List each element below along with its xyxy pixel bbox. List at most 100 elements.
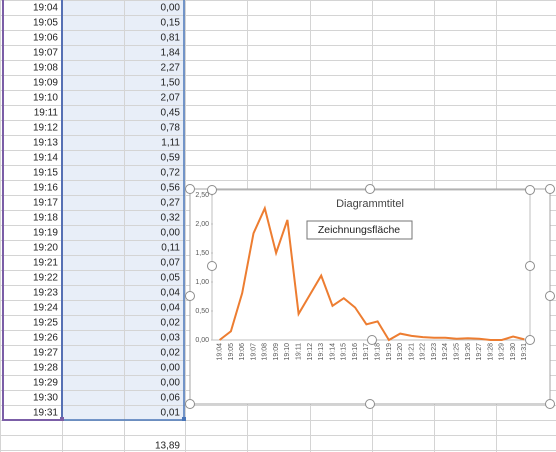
time-cell: 19:21	[33, 258, 58, 269]
time-cell: 19:24	[33, 303, 58, 314]
time-cell: 19:23	[33, 288, 58, 299]
time-cell: 19:29	[33, 378, 58, 389]
time-cell: 19:20	[33, 243, 58, 254]
x-tick-label: 19:05	[228, 343, 235, 361]
time-cell: 19:05	[33, 18, 58, 29]
resize-handle	[367, 335, 377, 345]
value-cell: 0,59	[161, 153, 181, 164]
y-tick-label: 1,00	[195, 279, 209, 286]
x-tick-label: 19:04	[216, 343, 223, 361]
x-tick-label: 19:22	[420, 343, 427, 361]
x-tick-label: 19:15	[341, 343, 348, 361]
resize-handle	[185, 291, 195, 301]
time-cell: 19:09	[33, 78, 58, 89]
y-tick-label: 2,00	[195, 221, 209, 228]
x-tick-label: 19:23	[431, 343, 438, 361]
time-cell: 19:19	[33, 228, 58, 239]
x-tick-label: 19:21	[408, 343, 415, 361]
value-cell: 0,02	[161, 318, 181, 329]
time-cell: 19:13	[33, 138, 58, 149]
resize-handle	[207, 185, 217, 195]
value-cell: 0,27	[161, 198, 181, 209]
data-line	[218, 205, 525, 342]
value-cell: 0,81	[161, 33, 181, 44]
x-tick-label: 19:16	[352, 343, 359, 361]
x-tick-label: 19:27	[476, 343, 483, 361]
tooltip: Zeichnungsfläche	[318, 224, 400, 236]
time-cell: 19:22	[33, 273, 58, 284]
chart-title: Diagrammtitel	[336, 198, 404, 210]
resize-handle	[525, 335, 535, 345]
time-cell: 19:16	[33, 183, 58, 194]
x-tick-label: 19:30	[510, 343, 517, 361]
value-cell: 0,03	[161, 333, 181, 344]
time-cell: 19:26	[33, 333, 58, 344]
value-cell: 0,00	[161, 363, 181, 374]
value-cell: 0,05	[161, 273, 181, 284]
range-handle	[60, 417, 64, 421]
x-tick-label: 19:18	[374, 343, 381, 361]
time-cell: 19:07	[33, 48, 58, 59]
resize-handle	[207, 261, 217, 271]
resize-handle	[365, 184, 375, 194]
range-border	[61, 0, 185, 421]
x-tick-label: 19:17	[363, 343, 370, 361]
x-tick-label: 19:19	[386, 343, 393, 361]
value-cell: 1,11	[161, 138, 180, 149]
value-cell: 1,50	[161, 78, 181, 89]
x-tick-label: 19:10	[284, 343, 291, 361]
time-cell: 19:30	[33, 393, 58, 404]
total-cell: 13,89	[155, 441, 180, 452]
resize-handle	[545, 184, 555, 194]
y-tick-label: 0,50	[195, 308, 209, 315]
value-cell: 0,07	[161, 258, 181, 269]
x-tick-label: 19:28	[487, 343, 494, 361]
x-tick-label: 19:29	[499, 343, 506, 361]
value-cell: 0,72	[161, 168, 181, 179]
y-tick-label: 2,50	[195, 192, 209, 199]
resize-handle	[365, 399, 375, 409]
value-cell: 0,32	[161, 213, 181, 224]
time-cell: 19:18	[33, 213, 58, 224]
value-cell: 2,27	[161, 63, 181, 74]
x-tick-label: 19:31	[521, 343, 528, 361]
tooltip-box	[306, 220, 413, 240]
value-cell: 0,00	[161, 3, 181, 14]
value-cell: 0,04	[161, 303, 181, 314]
time-cell: 19:12	[33, 123, 58, 134]
time-cell: 19:28	[33, 363, 58, 374]
value-cell: 0,45	[161, 108, 181, 119]
time-cell: 19:10	[33, 93, 58, 104]
value-cell: 1,84	[161, 48, 181, 59]
x-tick-label: 19:20	[397, 343, 404, 361]
value-cell: 0,01	[161, 408, 181, 419]
time-cell: 19:27	[33, 348, 58, 359]
value-cell: 0,15	[161, 18, 181, 29]
value-cell: 0,00	[161, 228, 181, 239]
value-cell: 0,06	[161, 393, 181, 404]
time-cell: 19:11	[34, 108, 59, 119]
y-tick-label: 0,00	[195, 337, 209, 344]
x-tick-label: 19:09	[273, 343, 280, 361]
time-cell: 19:17	[33, 198, 58, 209]
range-handle	[182, 417, 186, 421]
x-tick-label: 19:08	[262, 343, 269, 361]
y-tick-label: 1,50	[195, 250, 209, 257]
x-tick-label: 19:11	[295, 343, 302, 360]
value-cell: 2,07	[161, 93, 181, 104]
x-tick-label: 19:25	[453, 343, 460, 361]
x-tick-label: 19:14	[329, 343, 336, 361]
value-cell: 0,78	[161, 123, 181, 134]
value-cell: 0,04	[161, 288, 181, 299]
resize-handle	[545, 291, 555, 301]
x-tick-label: 19:24	[442, 343, 449, 361]
x-tick-label: 19:12	[307, 343, 314, 361]
time-cell: 19:04	[33, 3, 58, 14]
time-cell: 19:14	[33, 153, 58, 164]
resize-handle	[545, 399, 555, 409]
x-tick-label: 19:06	[239, 343, 246, 361]
time-cell: 19:06	[33, 33, 58, 44]
resize-handle	[525, 185, 535, 195]
time-cell: 19:08	[33, 63, 58, 74]
x-tick-label: 19:07	[250, 343, 257, 361]
